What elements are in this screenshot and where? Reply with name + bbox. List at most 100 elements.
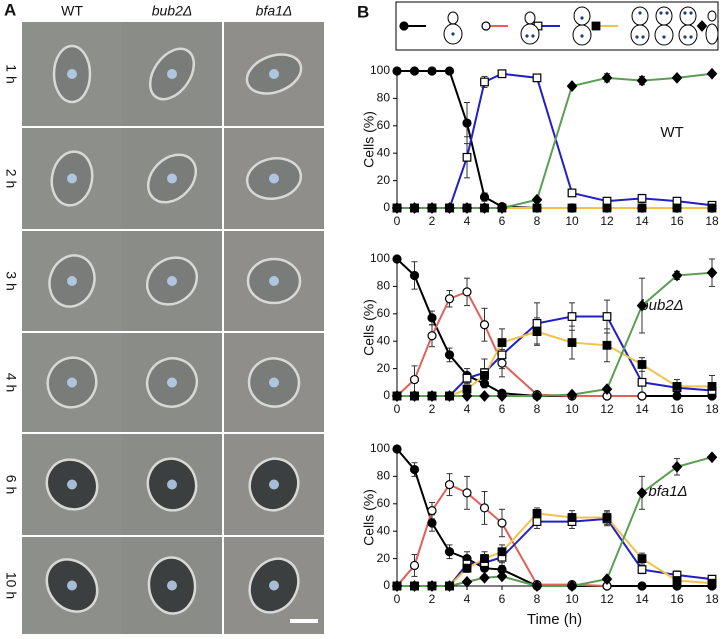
- series-line: [397, 512, 713, 587]
- point: [532, 327, 542, 337]
- point: [409, 66, 420, 76]
- point: [409, 560, 420, 571]
- annotation: bub2Δ: [640, 297, 683, 314]
- point: [672, 391, 682, 401]
- point: [479, 571, 490, 584]
- y-tick-label: 40: [377, 523, 391, 537]
- y-tick-label: 40: [377, 333, 391, 347]
- y-tick-label: 80: [377, 91, 391, 105]
- legend-nucleus: [638, 11, 642, 15]
- x-tick-label: 4: [464, 402, 471, 416]
- point: [602, 340, 612, 350]
- legend-nucleus: [689, 35, 693, 39]
- x-tick-label: 16: [670, 214, 684, 228]
- point: [532, 508, 542, 518]
- annotation: WT: [660, 124, 683, 141]
- nucleus: [269, 479, 279, 490]
- point: [409, 374, 420, 385]
- row-label: 4 h: [3, 373, 19, 392]
- point: [671, 460, 683, 473]
- legend-cell: [524, 11, 536, 25]
- point: [391, 390, 403, 402]
- point: [392, 444, 402, 454]
- y-tick-label: 20: [377, 551, 391, 565]
- point: [637, 554, 647, 563]
- y-tick-label: 0: [383, 578, 390, 592]
- x-tick-label: 12: [600, 402, 614, 416]
- panel-label: B: [357, 2, 369, 21]
- point: [444, 202, 455, 214]
- legend-marker: [591, 21, 601, 31]
- x-tick-label: 10: [565, 214, 579, 228]
- point: [462, 488, 472, 498]
- point: [480, 371, 489, 380]
- point: [601, 71, 613, 84]
- y-tick-label: 100: [370, 251, 390, 265]
- point: [637, 194, 647, 203]
- point: [496, 390, 508, 402]
- legend-nucleus: [580, 34, 584, 38]
- y-tick-label: 20: [377, 173, 391, 187]
- x-tick-label: 4: [464, 592, 471, 606]
- x-tick-label: 14: [635, 214, 649, 228]
- point: [444, 350, 455, 360]
- x-tick-label: 12: [600, 592, 614, 606]
- point: [672, 203, 682, 213]
- y-tick-label: 60: [377, 306, 391, 320]
- point: [479, 192, 490, 202]
- point: [707, 382, 717, 391]
- nucleus: [67, 479, 77, 490]
- y-axis-label: Cells (%): [361, 489, 377, 546]
- nucleus: [67, 69, 77, 79]
- legend-marker: [481, 21, 491, 31]
- point: [426, 580, 438, 592]
- point: [427, 331, 437, 341]
- point: [444, 580, 455, 592]
- point: [462, 152, 472, 162]
- point: [567, 513, 577, 522]
- nucleus: [67, 173, 77, 184]
- nucleus: [167, 479, 177, 490]
- nucleus: [167, 69, 177, 79]
- point: [409, 580, 420, 592]
- legend-nucleus: [689, 11, 693, 15]
- column-header: bub2Δ: [152, 3, 193, 19]
- nucleus: [167, 377, 177, 388]
- point: [497, 547, 507, 557]
- nucleus: [269, 276, 279, 286]
- series-line: [396, 483, 608, 587]
- legend-cell: [630, 24, 650, 46]
- point: [444, 66, 455, 76]
- nucleus: [269, 69, 279, 79]
- x-tick-label: 10: [565, 592, 579, 606]
- y-tick-label: 20: [377, 361, 391, 375]
- point: [497, 518, 507, 528]
- point: [427, 506, 437, 516]
- series-line: [397, 271, 713, 397]
- y-tick-label: 60: [377, 496, 391, 510]
- point: [602, 203, 612, 213]
- point: [567, 188, 577, 198]
- nucleus: [269, 173, 279, 184]
- point: [636, 74, 648, 87]
- point: [602, 513, 612, 522]
- x-tick-label: 0: [394, 214, 401, 228]
- y-tick-label: 100: [370, 63, 390, 77]
- panel-label: A: [4, 0, 16, 19]
- point: [602, 312, 612, 321]
- x-tick-label: 2: [429, 592, 436, 606]
- x-tick-label: 6: [499, 592, 506, 606]
- point: [444, 294, 455, 304]
- x-tick-label: 2: [429, 214, 436, 228]
- point: [567, 312, 577, 321]
- point: [496, 202, 508, 214]
- y-tick-label: 40: [377, 145, 391, 159]
- point: [461, 390, 473, 402]
- row-label: 10 h: [3, 572, 19, 599]
- point: [461, 575, 473, 588]
- point: [497, 350, 507, 360]
- x-tick-label: 8: [534, 214, 541, 228]
- legend-nucleus: [635, 35, 639, 39]
- x-tick-label: 16: [670, 402, 684, 416]
- point: [637, 565, 647, 574]
